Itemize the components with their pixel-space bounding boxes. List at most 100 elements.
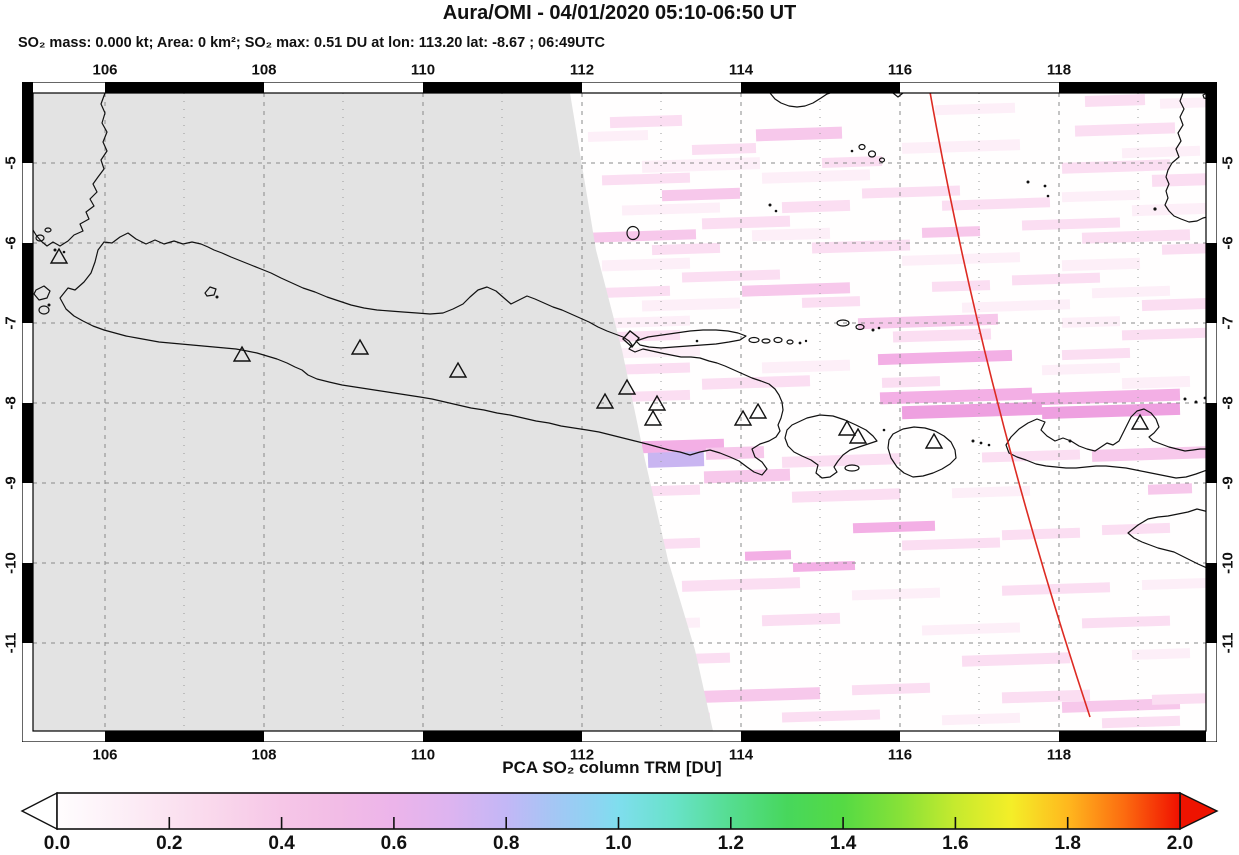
so2-streak — [601, 315, 691, 329]
so2-streak — [861, 185, 961, 199]
so2-streak — [611, 329, 681, 343]
frame-stripe — [22, 82, 105, 93]
lat-label-left: -11 — [2, 632, 20, 654]
so2-streak — [1131, 648, 1191, 660]
so2-streak — [951, 485, 1031, 499]
lat-label-left: -10 — [2, 552, 20, 574]
islet — [35, 234, 45, 242]
so2-streak — [703, 468, 791, 484]
coast-karimunjawa — [204, 286, 217, 297]
colorbar-right-arrow — [1179, 791, 1219, 831]
orbit-edge-path — [929, 93, 1091, 718]
frame-stripe — [22, 643, 33, 742]
orbit-edge-line — [929, 93, 1091, 718]
so2-streak — [641, 438, 725, 454]
lon-label-bottom: 118 — [1046, 746, 1072, 764]
frame-stripe — [22, 483, 33, 563]
colorbar-ticks — [168, 817, 1069, 829]
so2-streak — [1084, 94, 1146, 107]
so2-streak — [1101, 522, 1171, 536]
so2-streak — [901, 252, 1021, 266]
so2-streak — [701, 215, 791, 230]
lat-label-right: -5 — [1219, 156, 1237, 170]
colorbar-tick-label: 1.8 — [1054, 833, 1081, 854]
so2-streak — [1021, 217, 1121, 231]
so2-streak — [941, 712, 1021, 726]
frame-stripe — [1059, 82, 1217, 93]
frame-stripe — [1206, 243, 1217, 323]
volcano-triangle-icon — [748, 402, 768, 419]
so2-streak — [761, 612, 841, 627]
volcano-triangle-icon — [837, 419, 857, 436]
lat-label-left: -9 — [2, 476, 20, 490]
lat-label-right: -10 — [1219, 552, 1237, 574]
colorbar-tick-label: 1.0 — [605, 833, 632, 854]
frame-stripe — [1206, 643, 1217, 742]
frame-stripe — [105, 82, 264, 93]
lat-label-right: -7 — [1219, 316, 1237, 330]
so2-streak — [1121, 145, 1201, 159]
so2-streak — [661, 187, 741, 202]
so2-streak — [821, 156, 883, 168]
frame-stripe — [900, 731, 1059, 742]
so2-streak — [1121, 375, 1191, 390]
so2-streak — [934, 102, 1016, 116]
so2-streak — [1121, 327, 1206, 341]
frame-stripe — [22, 82, 33, 163]
so2-streak — [1141, 297, 1206, 312]
so2-streak — [961, 299, 1071, 313]
so2-streak — [1001, 527, 1081, 541]
so2-streak — [921, 226, 981, 238]
frame-stripe — [264, 731, 423, 742]
so2-streak — [892, 328, 992, 343]
islet — [773, 336, 783, 344]
so2-streak — [857, 313, 999, 330]
so2-streak — [1031, 388, 1181, 406]
so2-streak — [609, 114, 683, 129]
so2-streak — [587, 229, 697, 243]
frame-stripe — [1206, 483, 1217, 563]
volcano-triangle-icon — [49, 247, 69, 264]
islet — [858, 143, 866, 151]
so2-streak — [1061, 189, 1141, 203]
so2-streak — [755, 126, 843, 142]
lat-label-left: -6 — [2, 236, 20, 250]
lon-label-top: 108 — [251, 61, 277, 79]
so2-streak — [705, 446, 765, 460]
so2-streak — [681, 269, 781, 283]
so2-streak — [741, 282, 851, 297]
lon-label-top: 118 — [1046, 61, 1072, 79]
coast-panaitan — [33, 285, 51, 301]
so2-streak — [1081, 615, 1171, 629]
so2-streak — [801, 296, 861, 308]
so2-streak — [1131, 202, 1206, 217]
so2-streak — [1091, 285, 1171, 299]
lon-label-top: 110 — [410, 61, 436, 79]
so2-streak — [1147, 483, 1193, 495]
frame-stripe — [22, 731, 105, 742]
frame-stripe — [1059, 731, 1217, 742]
so2-streak — [621, 202, 721, 216]
so2-data-streaks — [587, 94, 1206, 729]
so2-streak — [961, 652, 1071, 667]
frame-stripe — [105, 731, 264, 742]
so2-streak — [641, 157, 761, 173]
so2-streak — [901, 537, 1001, 551]
so2-streak — [1159, 97, 1206, 109]
frame-inner-edge — [32, 92, 1207, 732]
frame-stripe — [22, 403, 33, 483]
colorbar-tick-label: 0.4 — [268, 833, 295, 854]
colorbar-tick-label: 0.0 — [43, 833, 71, 854]
so2-streak — [621, 345, 701, 359]
colorbar-title: PCA SO₂ column TRM [DU] — [502, 758, 722, 777]
lat-label-right: -8 — [1219, 396, 1237, 410]
so2-streak — [651, 242, 721, 256]
frame-stripe — [582, 82, 741, 93]
volcano-triangle-icon — [733, 409, 753, 426]
so2-streak — [791, 488, 901, 503]
so2-streak — [761, 169, 871, 184]
frame-stripe — [1206, 82, 1217, 163]
islet — [38, 305, 50, 315]
frame-stripe — [22, 243, 33, 323]
lon-label-bottom: 116 — [887, 746, 913, 764]
